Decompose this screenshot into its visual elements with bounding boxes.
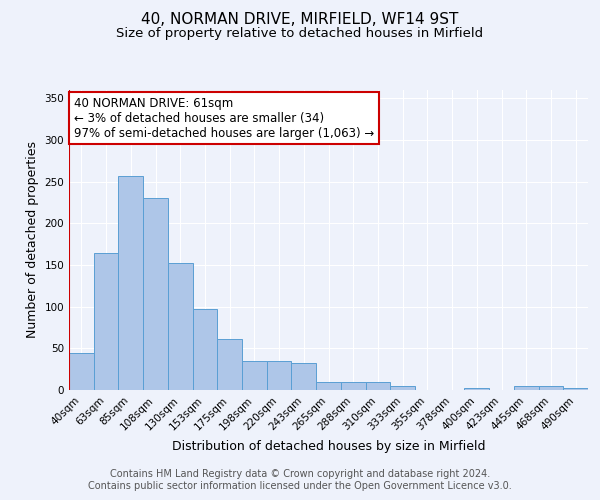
X-axis label: Distribution of detached houses by size in Mirfield: Distribution of detached houses by size … [172,440,485,453]
Bar [390,386,415,390]
Bar [267,361,292,390]
Text: Contains public sector information licensed under the Open Government Licence v3: Contains public sector information licen… [88,481,512,491]
Bar [464,388,489,390]
Bar [563,388,588,390]
Bar [292,362,316,390]
Bar [365,382,390,390]
Bar [341,382,365,390]
Bar [316,382,341,390]
Bar [217,339,242,390]
Text: Size of property relative to detached houses in Mirfield: Size of property relative to detached ho… [116,28,484,40]
Text: 40 NORMAN DRIVE: 61sqm
← 3% of detached houses are smaller (34)
97% of semi-deta: 40 NORMAN DRIVE: 61sqm ← 3% of detached … [74,96,374,140]
Bar [168,262,193,390]
Text: Contains HM Land Registry data © Crown copyright and database right 2024.: Contains HM Land Registry data © Crown c… [110,469,490,479]
Bar [118,176,143,390]
Bar [143,198,168,390]
Bar [193,309,217,390]
Text: 40, NORMAN DRIVE, MIRFIELD, WF14 9ST: 40, NORMAN DRIVE, MIRFIELD, WF14 9ST [142,12,458,28]
Bar [69,352,94,390]
Bar [514,386,539,390]
Bar [94,252,118,390]
Bar [242,361,267,390]
Y-axis label: Number of detached properties: Number of detached properties [26,142,39,338]
Bar [539,386,563,390]
